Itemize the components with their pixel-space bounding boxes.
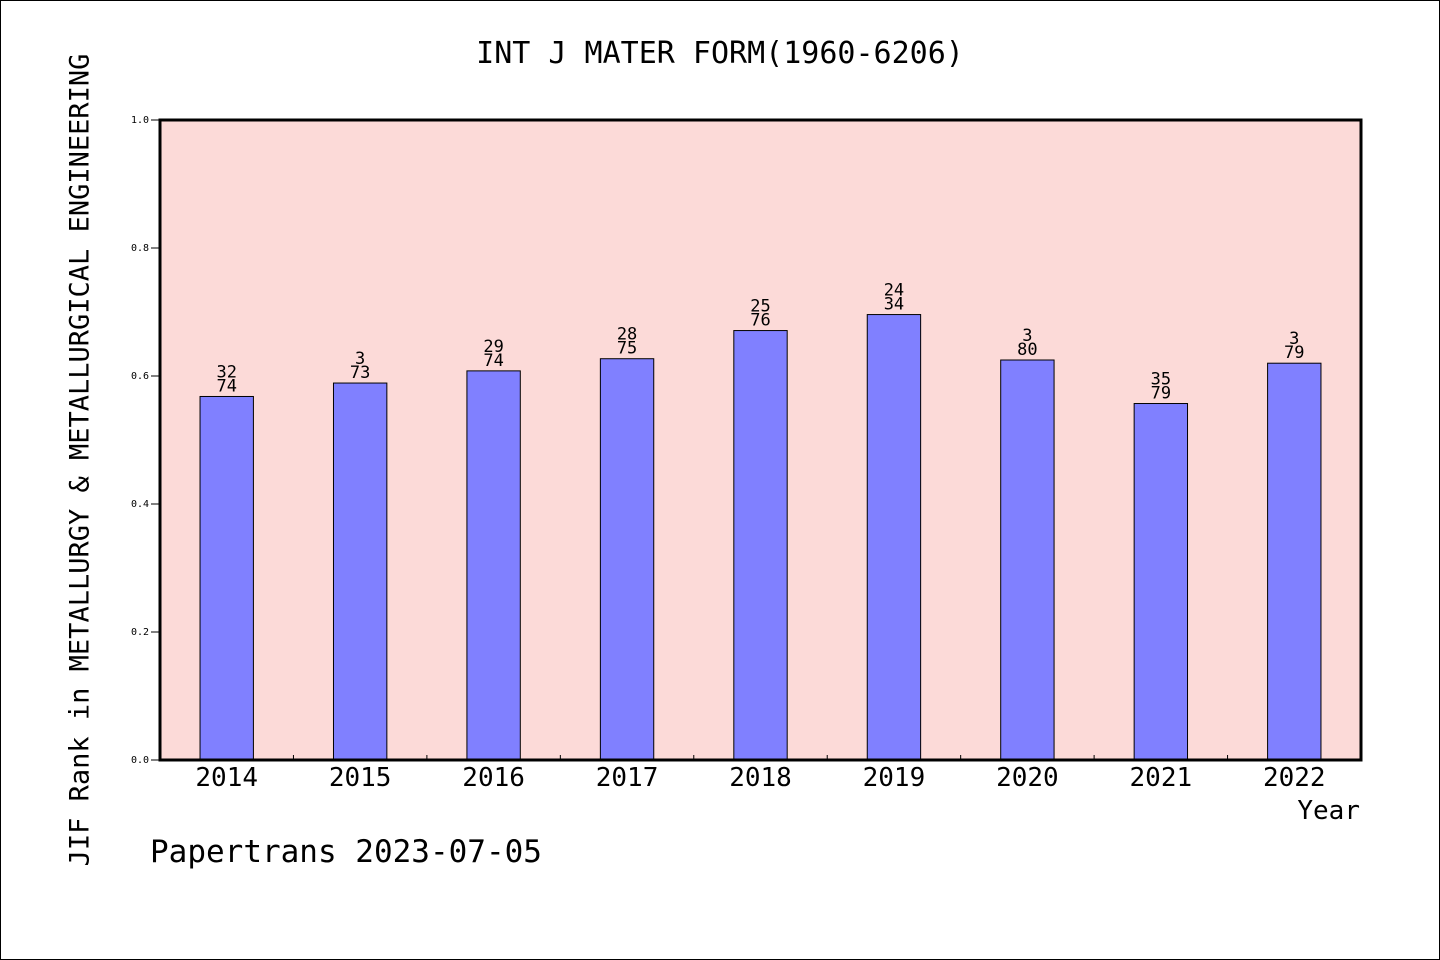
bar-2018 — [733, 330, 788, 761]
x-tick-label-2017: 2017 — [596, 763, 659, 793]
rank-label-top-2015: 3 — [355, 349, 365, 369]
rank-label-top-2019: 24 — [884, 281, 904, 301]
rank-label-top-2017: 28 — [617, 325, 637, 345]
x-tick-label-2016: 2016 — [462, 763, 525, 793]
x-tick-label-2019: 2019 — [863, 763, 926, 793]
rank-label-bottom-2014: 74 — [216, 376, 236, 396]
rank-label-bottom-2022: 79 — [1284, 343, 1304, 363]
rank-label-bottom-2015: 73 — [350, 363, 370, 383]
y-tick-label: 0.0 — [131, 755, 149, 766]
bar-2022 — [1267, 362, 1322, 761]
x-tick-label-2018: 2018 — [729, 763, 792, 793]
footer-credit: Papertrans 2023-07-05 — [150, 834, 542, 870]
rank-label-bottom-2016: 74 — [483, 351, 503, 371]
rank-label-top-2018: 25 — [750, 297, 770, 317]
y-tick-label: 0.4 — [131, 499, 149, 510]
rank-label-bottom-2019: 34 — [884, 295, 904, 315]
rank-label-bottom-2017: 75 — [617, 339, 637, 359]
y-tick-label: 0.8 — [131, 243, 149, 254]
x-tick-label-2021: 2021 — [1130, 763, 1193, 793]
bar-2015 — [332, 382, 388, 761]
bar-2021 — [1133, 403, 1189, 761]
rank-label-bottom-2021: 79 — [1151, 384, 1171, 404]
bar-2014 — [199, 395, 254, 761]
y-tick-label: 0.6 — [131, 371, 149, 382]
bar-2019 — [866, 314, 922, 761]
rank-label-top-2021: 35 — [1151, 370, 1171, 390]
chart-title: INT J MATER FORM(1960-6206) — [476, 36, 964, 71]
rank-label-bottom-2018: 76 — [750, 311, 770, 331]
x-tick-label-2022: 2022 — [1263, 763, 1326, 793]
plot-border — [158, 118, 1363, 762]
x-tick-label-2015: 2015 — [329, 763, 392, 793]
x-axis-label: Year — [1297, 796, 1360, 826]
rank-label-bottom-2020: 80 — [1017, 340, 1037, 360]
x-tick-label-2014: 2014 — [195, 763, 258, 793]
bar-2017 — [599, 358, 655, 761]
rank-label-top-2020: 3 — [1022, 326, 1032, 346]
y-tick-label: 1.0 — [131, 115, 149, 126]
rank-label-top-2016: 29 — [483, 337, 503, 357]
y-tick-label: 0.2 — [131, 627, 149, 638]
bar-2016 — [466, 370, 521, 761]
bar-2020 — [1000, 359, 1055, 761]
rank-label-top-2014: 32 — [216, 362, 236, 382]
rank-label-top-2022: 3 — [1289, 329, 1299, 349]
x-tick-label-2020: 2020 — [996, 763, 1059, 793]
